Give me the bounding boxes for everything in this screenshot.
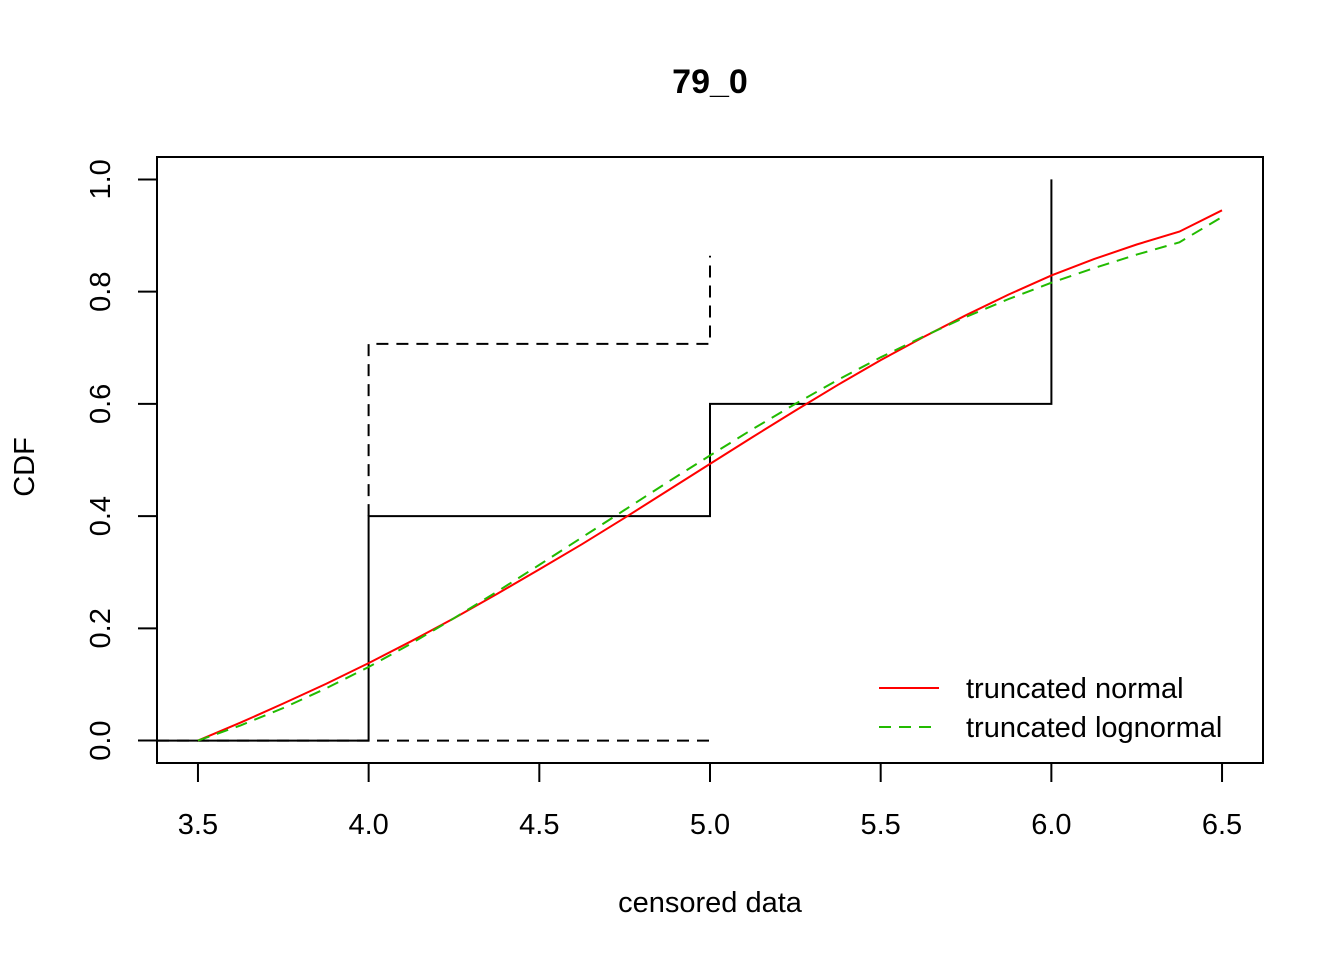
x-tick-label: 5.0 xyxy=(690,809,730,841)
x-axis-label: censored data xyxy=(618,887,803,919)
x-tick-label: 6.0 xyxy=(1031,809,1071,841)
y-tick-label: 0.6 xyxy=(85,384,117,424)
series-line-1 xyxy=(197,209,1223,742)
y-tick-label: 0.2 xyxy=(85,608,117,648)
x-tick-label: 4.0 xyxy=(348,809,388,841)
y-axis-label: CDF xyxy=(9,437,41,497)
y-axis: 0.0 0.2 0.4 0.6 0.8 1.0 xyxy=(85,159,158,761)
legend-label-1: truncated normal xyxy=(966,673,1184,705)
plot-area xyxy=(157,179,1223,742)
legend-label-2: truncated lognormal xyxy=(966,712,1222,744)
x-tick-label: 4.5 xyxy=(519,809,559,841)
x-tick-label: 6.5 xyxy=(1202,809,1242,841)
legend: truncated normal truncated lognormal xyxy=(879,673,1222,744)
x-tick-label: 3.5 xyxy=(178,809,218,841)
series-line-2 xyxy=(197,216,1223,742)
x-axis: 3.5 4.0 4.5 5.0 5.5 6.0 6.5 xyxy=(178,762,1242,841)
chart-title: 79_0 xyxy=(672,63,748,101)
y-tick-label: 0.0 xyxy=(85,720,117,760)
censored-bound-line-2 xyxy=(367,255,711,517)
x-tick-label: 5.5 xyxy=(861,809,901,841)
empirical-cdf-steps xyxy=(157,179,1053,742)
y-tick-label: 0.8 xyxy=(85,272,117,312)
y-tick-label: 1.0 xyxy=(85,159,117,199)
y-tick-label: 0.4 xyxy=(85,496,117,536)
